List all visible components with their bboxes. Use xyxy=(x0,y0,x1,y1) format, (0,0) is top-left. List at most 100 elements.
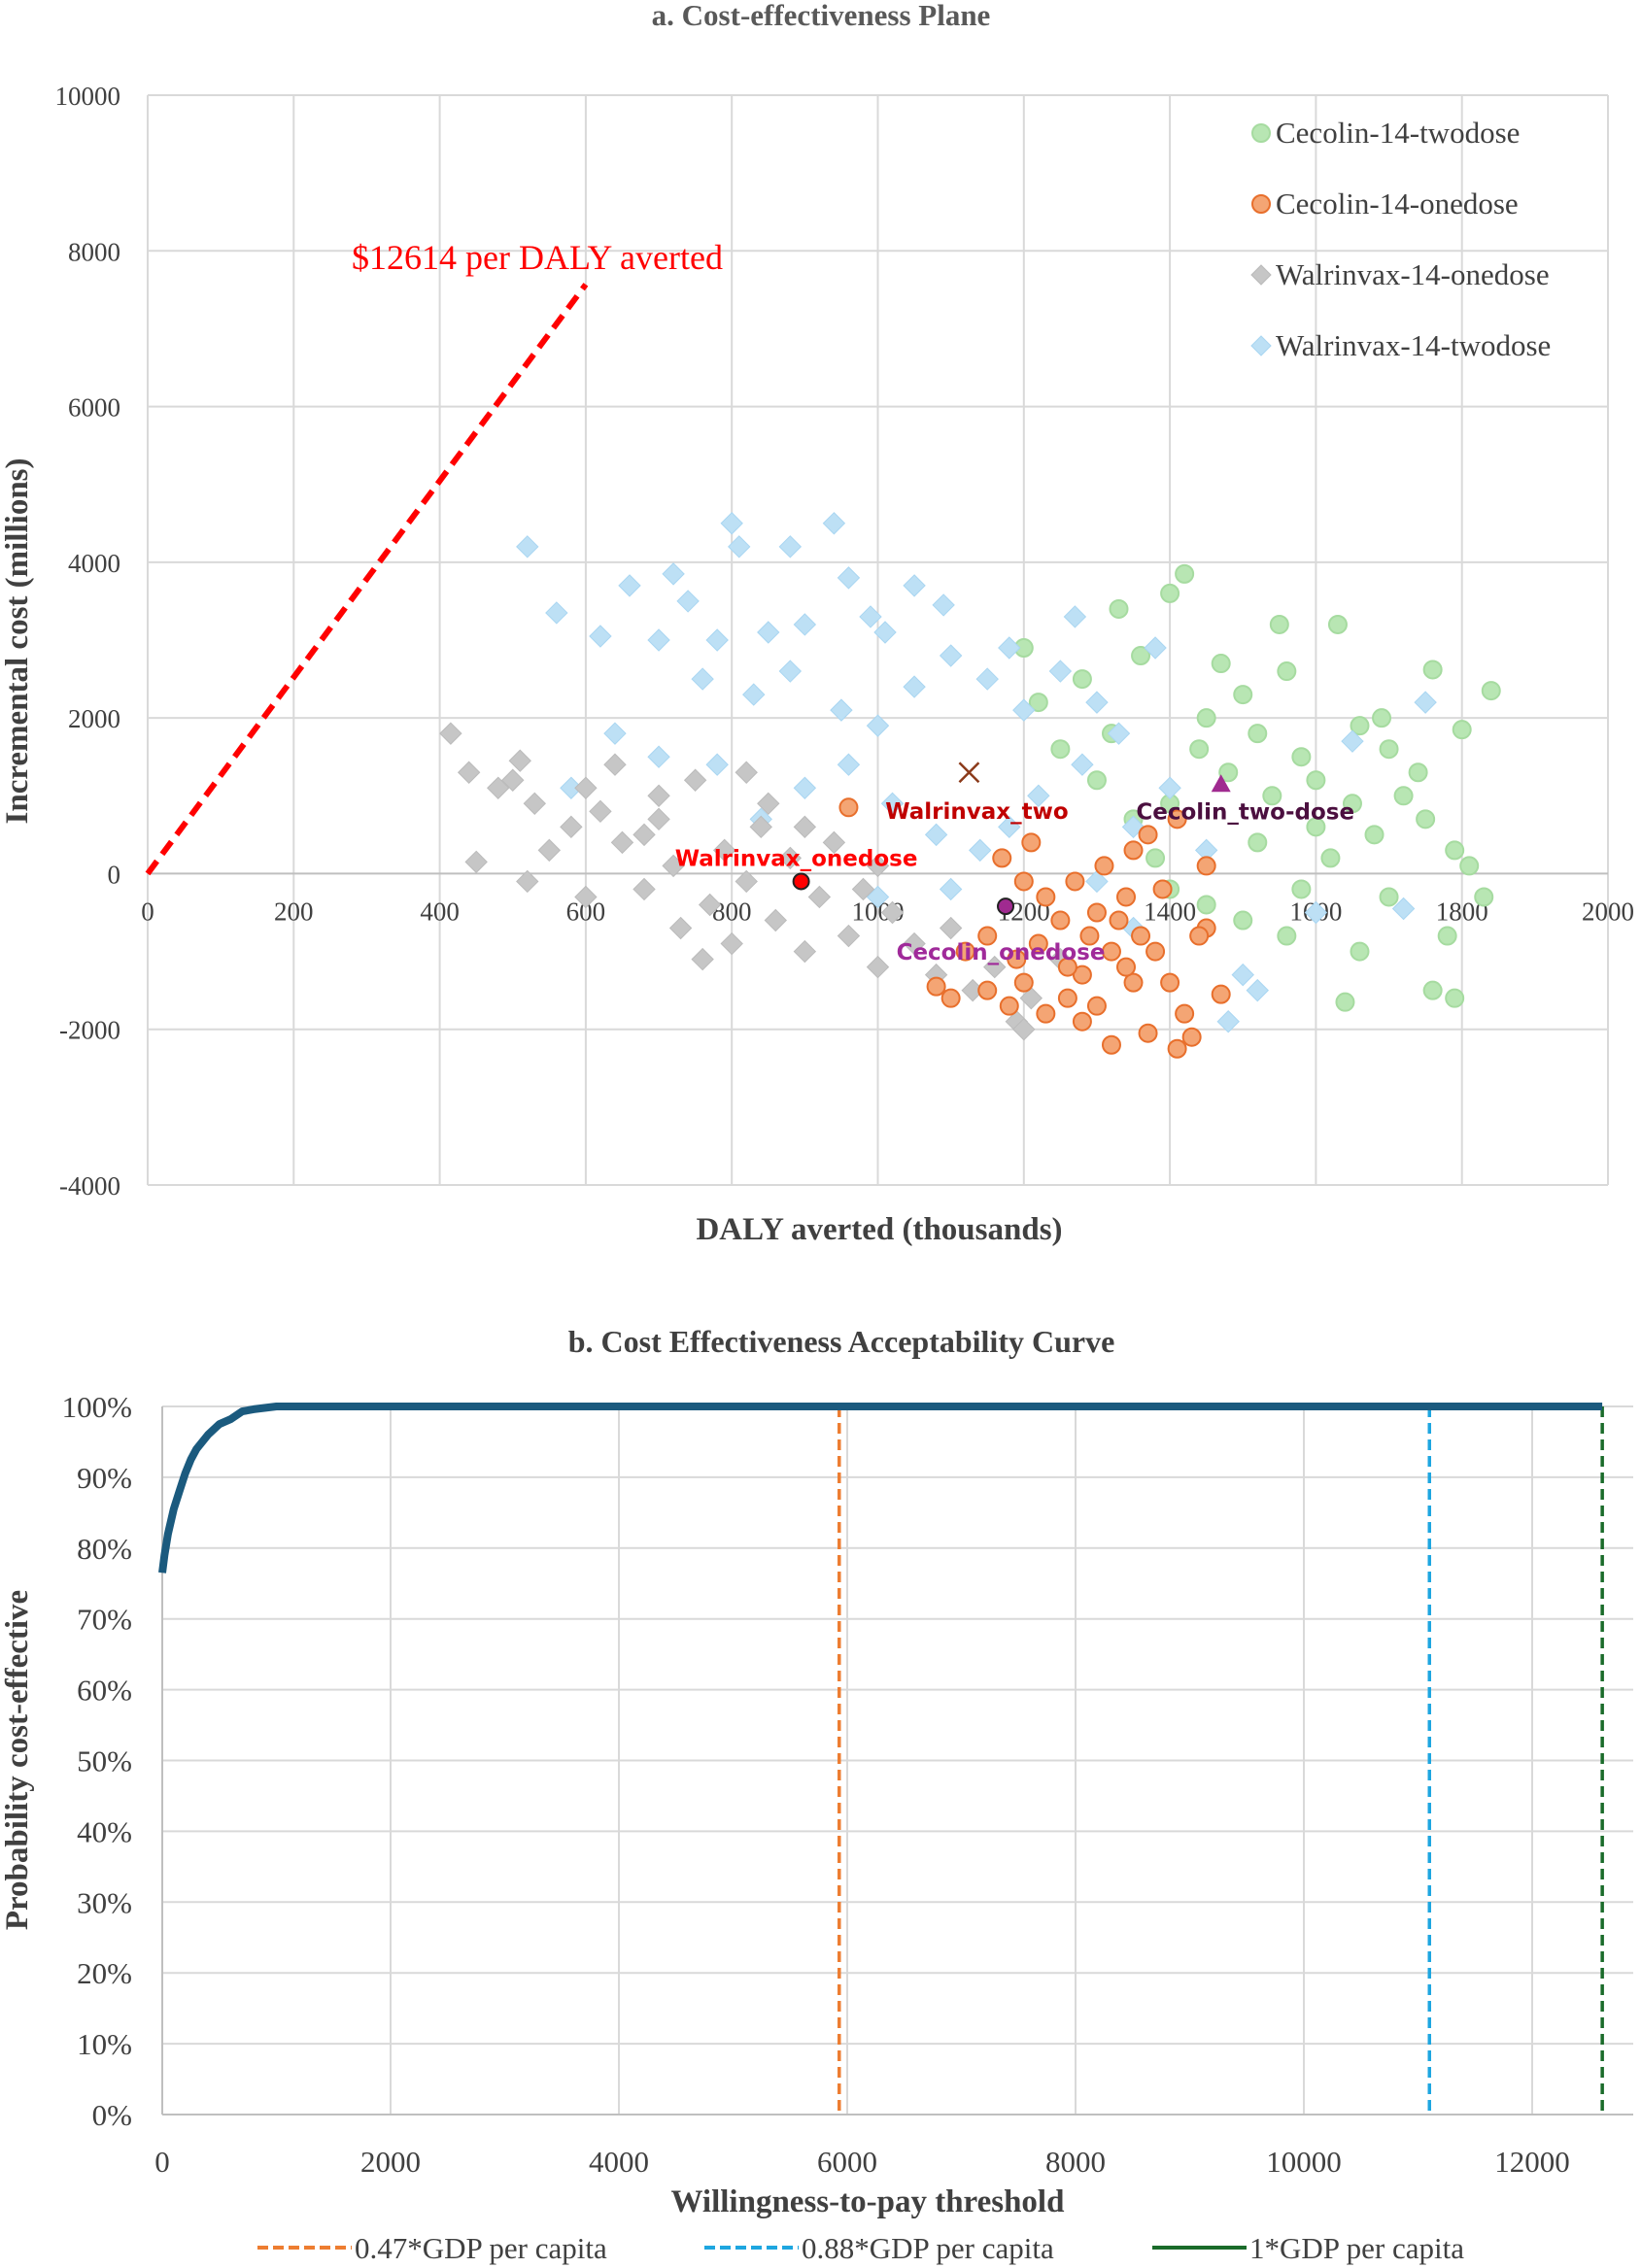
scatter-point xyxy=(574,776,598,799)
scatter-point xyxy=(464,850,488,874)
y-tick-label: 90% xyxy=(77,1461,132,1495)
scatter-point xyxy=(1028,933,1048,954)
y-tick-label: 0% xyxy=(92,2098,132,2132)
y-tick-label: 40% xyxy=(77,1814,132,1848)
scatter-point xyxy=(691,947,714,971)
scatter-point xyxy=(1094,856,1114,876)
scatter-point xyxy=(1246,978,1269,1002)
scatter-point xyxy=(1071,753,1094,776)
scatter-point xyxy=(1072,1011,1092,1032)
scatter-point xyxy=(735,869,758,894)
scatter-point xyxy=(939,644,963,667)
scatter-point xyxy=(903,675,926,698)
scatter-point xyxy=(939,916,963,940)
scatter-point xyxy=(822,830,846,855)
scatter-point xyxy=(1350,941,1370,962)
scatter-point xyxy=(1372,708,1392,728)
scatter-point xyxy=(676,590,700,613)
scatter-point xyxy=(647,807,670,831)
scatter-point xyxy=(807,885,832,909)
scatter-point xyxy=(1342,794,1362,814)
x-tick-label: 200 xyxy=(274,897,314,926)
scatter-point xyxy=(1072,669,1092,690)
scatter-point xyxy=(778,660,803,683)
scatter-point xyxy=(1291,879,1312,899)
scatter-point xyxy=(1123,840,1144,861)
scatter-point xyxy=(1138,1023,1158,1043)
legend-marker xyxy=(1250,264,1272,286)
scatter-point xyxy=(837,566,861,590)
scatter-point xyxy=(983,955,1007,979)
x-tick-label: 0 xyxy=(154,2145,170,2179)
ceac-curve xyxy=(158,1403,1603,1574)
scatter-point xyxy=(757,792,780,816)
y-tick-label: 10% xyxy=(77,2027,132,2061)
y-tick-label: 30% xyxy=(77,1885,132,1919)
scatter-point xyxy=(560,815,583,839)
scatter-point xyxy=(589,799,612,824)
scatter-point xyxy=(778,535,803,559)
x-tick-label: 10000 xyxy=(1266,2145,1342,2179)
scatter-point xyxy=(1181,1027,1202,1047)
scatter-point xyxy=(647,745,670,768)
x-tick-label: 2000 xyxy=(1582,897,1634,926)
y-tick-label: 100% xyxy=(62,1390,132,1424)
x-tick-label: 8000 xyxy=(1045,2145,1106,2179)
y-tick-label: 60% xyxy=(77,1674,132,1708)
scatter-point xyxy=(516,535,539,559)
mean-marker xyxy=(958,762,980,784)
scatter-point xyxy=(1327,614,1348,634)
y-tick-label: -4000 xyxy=(59,1171,120,1201)
scatter-point xyxy=(1277,926,1297,946)
legend: Cecolin-14-twodose Cecolin-14-onedose Walr… xyxy=(1250,116,1551,362)
chart-title: b. Cost Effectiveness Acceptability Curv… xyxy=(568,1324,1115,1359)
scatter-point xyxy=(837,924,861,948)
scatter-point xyxy=(1057,988,1077,1008)
scatter-point xyxy=(866,885,890,909)
x-tick-label: 6000 xyxy=(817,2145,877,2179)
scatter-point xyxy=(1145,941,1166,962)
scatter-point xyxy=(1160,583,1180,603)
scatter-point xyxy=(1262,786,1282,806)
scatter-point xyxy=(1057,957,1077,977)
scatter-point xyxy=(998,815,1021,839)
legend: 0.47*GDP per capita 0.88*GDP per capita 1*… xyxy=(257,2231,1464,2265)
scatter-point xyxy=(537,838,562,863)
scatter-point xyxy=(1050,739,1071,760)
x-tick-label: 400 xyxy=(420,897,460,926)
scatter-point xyxy=(516,869,539,894)
scatter-point xyxy=(1233,910,1253,931)
scatter-point xyxy=(1306,770,1326,791)
scatter-point xyxy=(1107,722,1131,745)
legend-label: 1*GDP per capita xyxy=(1249,2231,1464,2265)
scatter-point xyxy=(1101,1034,1121,1055)
scatter-point xyxy=(705,753,729,776)
y-tick-label: 0 xyxy=(108,860,121,889)
scatter-point xyxy=(487,776,510,799)
scatter-point xyxy=(683,768,707,792)
scatter-point xyxy=(728,535,751,559)
chart-title: a. Cost-effectiveness Plane xyxy=(652,0,991,32)
scatter-point xyxy=(1304,900,1328,925)
scatter-point xyxy=(757,621,780,644)
scatter-point xyxy=(1013,871,1034,892)
x-tick-label: 0 xyxy=(141,897,154,926)
scatter-point xyxy=(1086,902,1107,923)
scatter-point xyxy=(940,988,961,1008)
scatter-point xyxy=(793,776,817,799)
scatter-point xyxy=(1408,762,1428,783)
y-tick-label: 8000 xyxy=(68,237,120,266)
y-axis-title: Probability cost-effective xyxy=(0,1590,35,1930)
scatter-point xyxy=(1437,926,1457,946)
y-tick-label: 4000 xyxy=(68,549,120,578)
series-walrinvax-14-twodose xyxy=(516,512,1437,1033)
scatter-point xyxy=(668,916,693,940)
scatter-point xyxy=(712,838,736,863)
series-cecolin-14-twodose xyxy=(1013,563,1501,1012)
scatter-point xyxy=(1391,897,1416,921)
mean-point-cecolin_two-dose: Cecolin_two-dose xyxy=(1136,774,1354,825)
scatter-point xyxy=(1144,636,1167,660)
scatter-point xyxy=(742,683,766,706)
scatter-point xyxy=(439,722,462,745)
